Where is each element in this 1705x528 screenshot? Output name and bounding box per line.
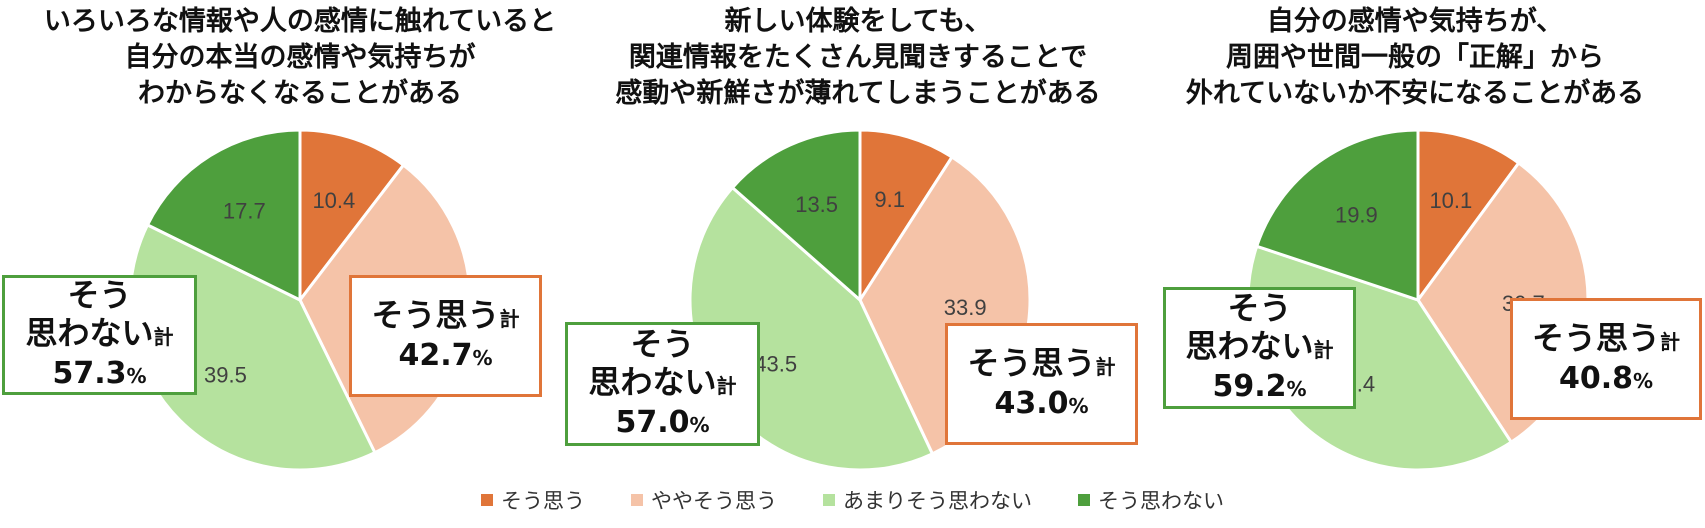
chart-1-disagree-total-label-2-row: 思わない計 bbox=[25, 314, 173, 356]
legend-label-disagree: そう思わない bbox=[1098, 489, 1224, 513]
chart-1-title: いろいろな情報や人の感情に触れていると 自分の本当の感情や気持ちが わからなくな… bbox=[20, 4, 580, 112]
chart-3-disagree-total-label-2: 思わない bbox=[1185, 327, 1314, 365]
chart-1-disagree-total-label-2: 思わない bbox=[25, 314, 154, 352]
chart-2-agree-total-box: そう思う計 43.0% bbox=[945, 323, 1138, 445]
legend-swatch-somewhat-agree bbox=[631, 494, 643, 506]
chart-2-agree-total-suffix: 計 bbox=[1095, 355, 1116, 379]
chart-1-disagree-total-value: 57.3 bbox=[52, 356, 127, 391]
chart-2-disagree-total-value: 57.0 bbox=[615, 405, 690, 440]
chart-3-agree-total-label: そう思う bbox=[1531, 319, 1660, 357]
legend-label-somewhat-agree: ややそう思う bbox=[651, 489, 777, 513]
chart-2-agree-total-value-row: 43.0% bbox=[994, 386, 1088, 424]
chart-2-slice-disagree bbox=[730, 128, 862, 304]
chart-3-label-agree: 10.1 bbox=[1429, 188, 1472, 213]
chart-1-agree-total-value-row: 42.7% bbox=[398, 338, 492, 376]
legend-item-disagree: そう思わない bbox=[1078, 485, 1224, 515]
chart-3-agree-total-value-row: 40.8% bbox=[1559, 361, 1653, 399]
chart-3-label-disagree: 19.9 bbox=[1335, 202, 1378, 227]
legend-label-somewhat-disagree: あまりそう思わない bbox=[843, 489, 1032, 513]
chart-2-title-line-2: 関連情報をたくさん見聞きすることで bbox=[628, 42, 1088, 73]
chart-2-disagree-total-label-1: そう bbox=[630, 325, 695, 363]
chart-3-disagree-total-box: そう 思わない計 59.2% bbox=[1163, 287, 1356, 409]
chart-3-disagree-total-unit: % bbox=[1286, 377, 1307, 401]
chart-1-agree-total-unit: % bbox=[472, 346, 493, 370]
chart-3-slice-agree bbox=[1416, 128, 1521, 305]
chart-1-agree-total-label: そう思う bbox=[371, 296, 500, 334]
chart-2-disagree-total-value-row: 57.0% bbox=[615, 405, 709, 443]
chart-3-disagree-total-label-1: そう bbox=[1227, 289, 1292, 327]
chart-2-label-disagree: 13.5 bbox=[795, 192, 838, 217]
chart-3-agree-total-value: 40.8 bbox=[1558, 361, 1633, 396]
chart-1-agree-total-box: そう思う計 42.7% bbox=[349, 275, 542, 397]
chart-2-slice-agree bbox=[858, 128, 955, 306]
chart-2-agree-total-unit: % bbox=[1068, 394, 1089, 418]
chart-3-agree-total-box: そう思う計 40.8% bbox=[1510, 298, 1702, 420]
chart-2-label-somewhat-agree: 33.9 bbox=[944, 295, 987, 320]
chart-1-title-line-2: 自分の本当の感情や気持ちが bbox=[124, 42, 476, 73]
chart-1-slice-agree bbox=[298, 128, 406, 305]
chart-3-title-line-3: 外れていないか不安になることがある bbox=[1185, 78, 1645, 109]
chart-2-title-line-1: 新しい体験をしても、 bbox=[724, 6, 992, 37]
legend-item-agree: そう思う bbox=[481, 485, 585, 515]
chart-3-disagree-total-label-2-row: 思わない計 bbox=[1185, 327, 1333, 369]
chart-1-title-line-3: わからなくなることがある bbox=[138, 78, 462, 109]
chart-2-label-somewhat-disagree: 43.5 bbox=[754, 351, 797, 376]
chart-2-agree-total-value: 43.0 bbox=[994, 386, 1069, 421]
chart-2-agree-total-label-row: そう思う計 bbox=[967, 344, 1115, 386]
chart-3-disagree-total-value: 59.2 bbox=[1212, 369, 1287, 404]
legend-item-somewhat-disagree: あまりそう思わない bbox=[823, 485, 1032, 515]
legend: そう思う ややそう思う あまりそう思わない そう思わない bbox=[0, 485, 1705, 515]
chart-3-title-line-1: 自分の感情や気持ちが、 bbox=[1266, 6, 1564, 37]
chart-3-disagree-total-value-row: 59.2% bbox=[1212, 369, 1306, 407]
chart-1-agree-total-suffix: 計 bbox=[499, 307, 520, 331]
chart-3-slice-disagree bbox=[1254, 128, 1420, 303]
chart-3-agree-total-suffix: 計 bbox=[1660, 330, 1680, 354]
chart-3-disagree-total-suffix: 計 bbox=[1313, 338, 1334, 362]
chart-2-agree-total-label: そう思う bbox=[967, 344, 1096, 382]
chart-1-disagree-total-label-1: そう bbox=[67, 276, 132, 314]
chart-2-disagree-total-unit: % bbox=[689, 413, 710, 437]
chart-1-disagree-total-unit: % bbox=[126, 364, 147, 388]
chart-1-label-somewhat-disagree: 39.5 bbox=[204, 362, 247, 387]
legend-item-somewhat-agree: ややそう思う bbox=[631, 485, 777, 515]
chart-1-disagree-total-value-row: 57.3% bbox=[52, 356, 146, 394]
chart-1-disagree-total-suffix: 計 bbox=[153, 325, 174, 349]
legend-swatch-disagree bbox=[1078, 494, 1090, 506]
legend-swatch-agree bbox=[481, 494, 493, 506]
chart-3-title-line-2: 周囲や世間一般の「正解」から bbox=[1226, 42, 1604, 73]
chart-2-disagree-total-label-2-row: 思わない計 bbox=[588, 363, 736, 405]
chart-3-title: 自分の感情や気持ちが、 周囲や世間一般の「正解」から 外れていないか不安になるこ… bbox=[1135, 4, 1695, 112]
chart-1-slice-disagree bbox=[145, 128, 302, 303]
chart-1-agree-total-label-row: そう思う計 bbox=[371, 296, 519, 338]
chart-1-label-disagree: 17.7 bbox=[223, 199, 266, 224]
chart-2-disagree-total-label-2: 思わない bbox=[588, 363, 717, 401]
chart-1-label-agree: 10.4 bbox=[312, 188, 355, 213]
chart-2-label-agree: 9.1 bbox=[874, 187, 905, 212]
chart-1-disagree-total-box: そう 思わない計 57.3% bbox=[2, 275, 197, 395]
chart-2-title: 新しい体験をしても、 関連情報をたくさん見聞きすることで 感動や新鮮さが薄れてし… bbox=[578, 4, 1138, 112]
chart-2-disagree-total-box: そう 思わない計 57.0% bbox=[565, 322, 760, 446]
chart-2-disagree-total-suffix: 計 bbox=[716, 374, 737, 398]
chart-3-agree-total-unit: % bbox=[1632, 369, 1654, 393]
chart-1-agree-total-value: 42.7 bbox=[398, 338, 473, 373]
chart-3-agree-total-label-row: そう思う計 bbox=[1532, 319, 1680, 361]
chart-1-title-line-1: いろいろな情報や人の感情に触れていると bbox=[43, 6, 557, 37]
legend-label-agree: そう思う bbox=[501, 489, 585, 513]
chart-2-title-line-3: 感動や新鮮さが薄れてしまうことがある bbox=[615, 78, 1101, 109]
legend-swatch-somewhat-disagree bbox=[823, 494, 835, 506]
